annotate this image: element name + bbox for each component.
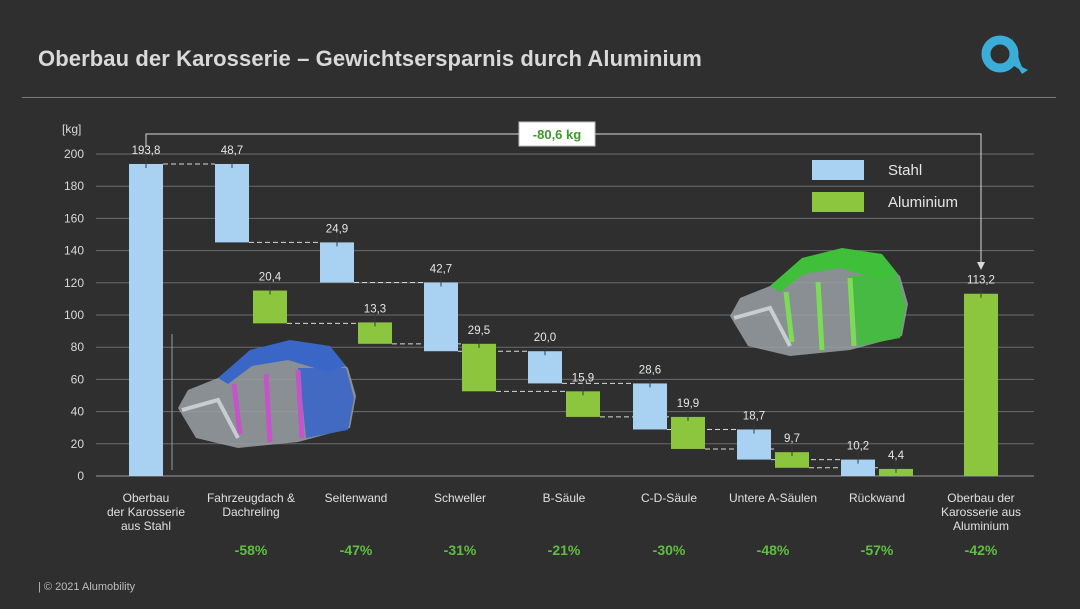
- category-label-line: Rückwand: [849, 491, 905, 505]
- stahl-bar: [737, 429, 771, 460]
- savings-percent: -42%: [965, 542, 998, 558]
- y-tick-label: 180: [64, 179, 84, 193]
- bar-value-label: 42,7: [430, 263, 452, 275]
- aluminium-bar: [253, 290, 287, 324]
- category-label: Seitenwand: [325, 491, 388, 505]
- y-tick-label: 160: [64, 211, 84, 225]
- y-tick-label: 120: [64, 276, 84, 290]
- stahl-bar: [215, 163, 249, 243]
- y-tick-label: 200: [64, 147, 84, 161]
- category-label: Oberbau der Karosserie aus Stahl: [107, 491, 185, 533]
- category-label: Schweller: [434, 491, 486, 505]
- bar-value-label: 13,3: [364, 303, 386, 315]
- savings-percent: -30%: [653, 542, 686, 558]
- category-label-line: Oberbau: [123, 491, 170, 505]
- legend-swatch: [812, 192, 864, 212]
- bar-value-label: 4,4: [888, 450, 905, 462]
- category-label: Fahrzeugdach & Dachreling: [207, 491, 295, 519]
- steel-body-image: [178, 340, 356, 448]
- savings-percent: -47%: [340, 542, 373, 558]
- savings-percent: -58%: [235, 542, 268, 558]
- category-label: B-Säule: [543, 491, 586, 505]
- aluminium-bar: [964, 293, 998, 476]
- aluminium-bar: [775, 452, 809, 468]
- copyright-footer: | © 2021 Alumobility: [38, 581, 136, 593]
- aluminium-bar: [566, 391, 600, 417]
- category-label: Untere A-Säulen: [729, 491, 817, 505]
- legend-swatch: [812, 160, 864, 180]
- category-label-line: Schweller: [434, 491, 486, 505]
- aluminium-body-image: [730, 248, 908, 356]
- y-tick-label: 80: [71, 340, 85, 354]
- category-label-line: Dachreling: [222, 505, 279, 519]
- category-label-line: Oberbau der: [947, 491, 1014, 505]
- category-label-line: B-Säule: [543, 491, 586, 505]
- aluminium-bar: [462, 343, 496, 392]
- bar-value-label: 193,8: [132, 145, 161, 157]
- bar-value-label: 113,2: [967, 275, 995, 287]
- bar-value-label: 18,7: [743, 410, 765, 422]
- y-tick-label: 0: [77, 469, 84, 483]
- stahl-bar: [129, 163, 163, 476]
- bar-value-label: 19,9: [677, 398, 699, 410]
- legend-label: Stahl: [888, 162, 922, 179]
- stahl-bar: [633, 383, 667, 430]
- alumobility-logo-icon: [981, 35, 1028, 74]
- legend-label: Aluminium: [888, 194, 958, 211]
- savings-percent: -31%: [444, 542, 477, 558]
- stahl-bar: [841, 459, 875, 476]
- y-tick-label: 60: [71, 372, 85, 386]
- total-savings-label: -80,6 kg: [533, 127, 581, 142]
- y-tick-label: 20: [71, 437, 85, 451]
- page-title: Oberbau der Karosserie – Gewichtsersparn…: [38, 46, 702, 71]
- category-label-line: Karosserie aus: [941, 505, 1021, 519]
- y-tick-label: 100: [64, 308, 84, 322]
- stahl-bar: [424, 282, 458, 352]
- bar-value-label: 24,9: [326, 223, 348, 235]
- bar-value-label: 10,2: [847, 441, 869, 453]
- title-divider: [22, 97, 1056, 98]
- savings-arrow-icon: [977, 262, 985, 270]
- aluminium-bar: [671, 416, 705, 449]
- savings-percent: -48%: [757, 542, 790, 558]
- category-label-line: der Karosserie: [107, 505, 185, 519]
- category-label-line: C-D-Säule: [641, 491, 697, 505]
- category-label-line: Untere A-Säulen: [729, 491, 817, 505]
- stahl-bar: [528, 351, 562, 384]
- y-tick-label: 140: [64, 244, 84, 258]
- aluminium-bar: [358, 322, 392, 344]
- bar-value-label: 29,5: [468, 325, 490, 337]
- y-tick-label: 40: [71, 405, 85, 419]
- category-label-line: aus Stahl: [121, 519, 171, 533]
- bar-value-label: 28,6: [639, 364, 661, 376]
- y-axis-unit-label: [kg]: [62, 122, 81, 136]
- bar-value-label: 20,4: [259, 272, 282, 284]
- bar-value-label: 48,7: [221, 145, 243, 157]
- bar-value-label: 20,0: [534, 332, 556, 344]
- savings-percent: -21%: [548, 542, 581, 558]
- category-label: C-D-Säule: [641, 491, 697, 505]
- category-label: Oberbau der Karosserie aus Aluminium: [941, 491, 1021, 533]
- stahl-bar: [320, 242, 354, 283]
- category-label: Rückwand: [849, 491, 905, 505]
- category-label-line: Seitenwand: [325, 491, 388, 505]
- category-label-line: Aluminium: [953, 519, 1009, 533]
- bar-value-label: 15,9: [572, 372, 594, 384]
- total-savings-box: [518, 121, 596, 147]
- savings-percent: -57%: [861, 542, 894, 558]
- bar-value-label: 9,7: [784, 433, 800, 445]
- category-label-line: Fahrzeugdach &: [207, 491, 295, 505]
